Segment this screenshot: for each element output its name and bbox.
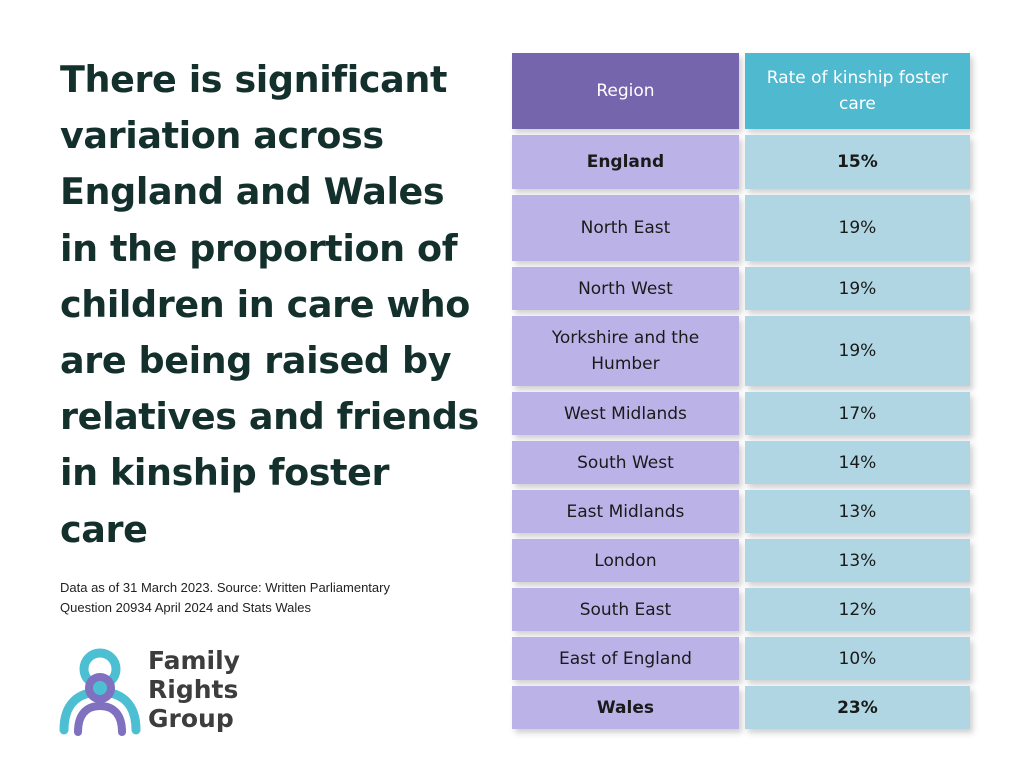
table-row: North West 19% (512, 267, 970, 310)
region-cell: Yorkshire and the Humber (512, 316, 739, 386)
table-row: England 15% (512, 135, 970, 189)
rate-cell: 15% (744, 135, 970, 189)
table-row: Yorkshire and the Humber 19% (512, 316, 970, 386)
table-body: England 15% North East 19% North West 19% York… (512, 135, 970, 729)
logo-line-family: Family (148, 646, 240, 675)
rate-cell: 23% (744, 686, 970, 729)
region-cell: West Midlands (512, 392, 739, 435)
table-row: South East 12% (512, 588, 970, 631)
rate-cell: 12% (744, 588, 970, 631)
region-cell: North East (512, 195, 739, 261)
region-cell: North West (512, 267, 739, 310)
region-cell: East Midlands (512, 490, 739, 533)
rate-cell: 17% (744, 392, 970, 435)
header-rate: Rate of kinship foster care (744, 53, 970, 129)
table-row: West Midlands 17% (512, 392, 970, 435)
table-row: East of England 10% (512, 637, 970, 680)
kinship-rate-table: Region Rate of kinship foster care Engla… (512, 53, 970, 729)
rate-cell: 10% (744, 637, 970, 680)
logo-line-group: Group (148, 704, 234, 733)
headline: There is significant variation across En… (60, 58, 479, 551)
rate-cell: 19% (744, 316, 970, 386)
rate-cell: 19% (744, 195, 970, 261)
source-note: Data as of 31 March 2023. Source: Writte… (60, 580, 390, 615)
rate-cell: 13% (744, 490, 970, 533)
table-header-row: Region Rate of kinship foster care (512, 53, 970, 129)
rate-cell: 19% (744, 267, 970, 310)
header-region: Region (512, 53, 739, 129)
table-row: East Midlands 13% (512, 490, 970, 533)
rate-cell: 14% (744, 441, 970, 484)
table-row: Wales 23% (512, 686, 970, 729)
rate-cell: 13% (744, 539, 970, 582)
region-cell: East of England (512, 637, 739, 680)
family-figures-icon (59, 648, 141, 736)
region-cell: England (512, 135, 739, 189)
region-cell: South West (512, 441, 739, 484)
table-row: London 13% (512, 539, 970, 582)
table-row: South West 14% (512, 441, 970, 484)
region-cell: Wales (512, 686, 739, 729)
family-rights-group-logo: Family Rights Group (56, 644, 256, 740)
logo-text: Family Rights Group (148, 646, 240, 733)
logo-line-rights: Rights (148, 675, 239, 704)
region-cell: South East (512, 588, 739, 631)
table-row: North East 19% (512, 195, 970, 261)
region-cell: London (512, 539, 739, 582)
